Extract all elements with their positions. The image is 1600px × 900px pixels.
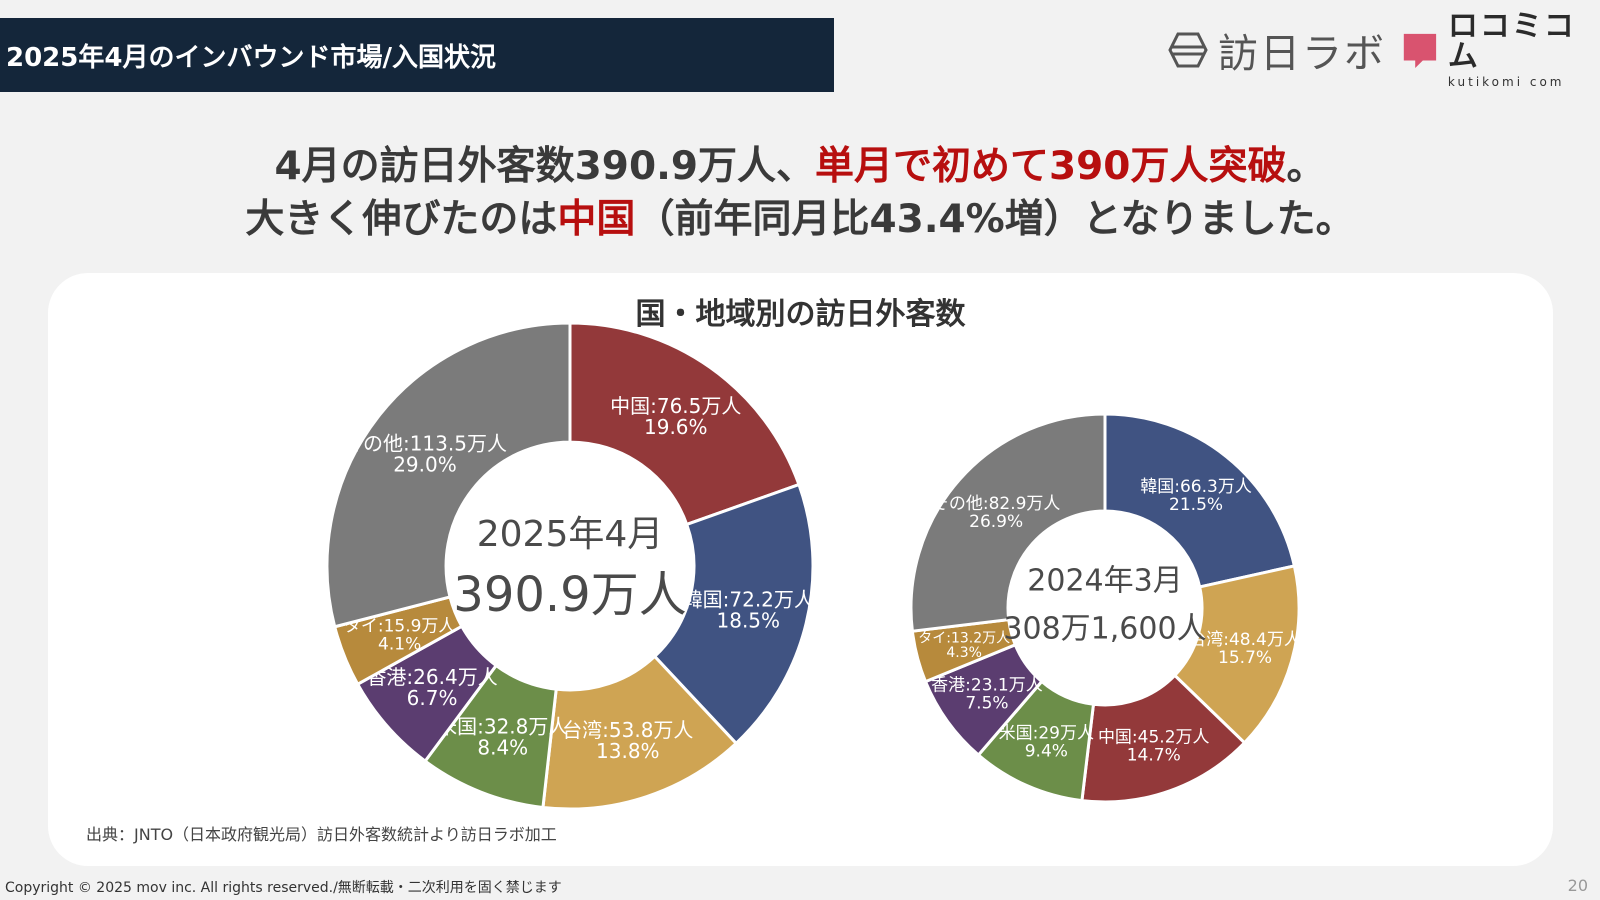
donut-center-period: 2025年4月 xyxy=(477,514,664,555)
headline-line1-highlight: 単月で初めて390万人突破 xyxy=(815,144,1287,189)
donut-slice-韓国 xyxy=(652,482,815,746)
slice-value-label: タイ:15.9万人 xyxy=(344,617,456,637)
donut-slice-台湾 xyxy=(1172,564,1301,745)
slice-percent-label: 15.7% xyxy=(1218,648,1272,668)
slice-percent-label: 7.5% xyxy=(965,693,1008,713)
donut-center-period: 2024年3月 xyxy=(1027,564,1182,599)
donut-center-total: 308万1,600人 xyxy=(1003,612,1206,647)
slice-percent-label: 9.4% xyxy=(1025,741,1068,761)
houjin-lab-name: 訪日ラボ xyxy=(1218,31,1386,77)
slice-percent-label: 19.6% xyxy=(644,415,708,439)
slice-value-label: 中国:76.5万人 xyxy=(610,394,741,418)
slice-percent-label: 18.5% xyxy=(717,608,781,632)
slice-value-label: 米国:32.8万人 xyxy=(437,715,568,739)
donut-slice-中国 xyxy=(568,321,801,527)
donut-slice-中国 xyxy=(1080,673,1247,804)
kuchikomi-en-name: kutikomi com xyxy=(1447,75,1565,89)
kuchikomi-speech-icon xyxy=(1403,33,1437,69)
headline-line2-highlight: 中国 xyxy=(557,197,636,242)
slice-value-label: 台湾:48.4万人 xyxy=(1189,630,1301,650)
slice-value-label: 中国:45.2万人 xyxy=(1098,728,1210,748)
headline-line2-end: （前年同月比43.4%増）となりました。 xyxy=(635,197,1355,242)
headline-line1-text: 4月の訪日外客数390.9万人、 xyxy=(274,144,816,189)
slide-title: 2025年4月のインバウンド市場/入国状況 xyxy=(6,42,496,73)
slice-value-label: タイ:13.2万人 xyxy=(918,631,1010,647)
donut-slice-その他 xyxy=(325,321,572,629)
donut-slice-韓国 xyxy=(1103,412,1297,589)
slice-value-label: 香港:26.4万人 xyxy=(366,665,497,689)
headline: 4月の訪日外客数390.9万人、単月で初めて390万人突破。 大きく伸びたのは中… xyxy=(0,140,1600,246)
page-number: 20 xyxy=(1567,876,1588,895)
header-bar: 2025年4月のインバウンド市場/入国状況 xyxy=(0,18,834,92)
slice-percent-label: 4.1% xyxy=(378,634,421,654)
kuchikomi-jp-name: ロコミコム xyxy=(1447,9,1576,74)
slice-value-label: 米国:29万人 xyxy=(999,724,1094,744)
copyright-footer: Copyright © 2025 mov inc. All rights res… xyxy=(5,880,562,896)
slice-percent-label: 26.9% xyxy=(969,512,1023,532)
headline-line2-text: 大きく伸びたのは xyxy=(245,197,558,242)
kuchikomi-logo: ロコミコム kutikomi com xyxy=(1400,12,1600,88)
slice-value-label: 韓国:66.3万人 xyxy=(1140,477,1252,497)
slice-value-label: 韓国:72.2万人 xyxy=(683,587,814,611)
headline-line-2: 大きく伸びたのは中国（前年同月比43.4%増）となりました。 xyxy=(0,193,1600,246)
slice-percent-label: 8.4% xyxy=(477,736,528,760)
chart-title: 国・地域別の訪日外客数 xyxy=(635,297,966,332)
donut-slice-台湾 xyxy=(541,654,739,811)
slice-value-label: その他:113.5万人 xyxy=(343,432,507,456)
slice-value-label: 台湾:53.8万人 xyxy=(562,718,693,742)
slice-percent-label: 13.8% xyxy=(596,739,660,763)
donut-slice-その他 xyxy=(909,412,1107,633)
chart-card: 国・地域別の訪日外客数 中国:76.5万人 19.6% 韓国:72.2万人 18.5%… xyxy=(48,273,1553,866)
slice-percent-label: 14.7% xyxy=(1127,745,1181,765)
slice-percent-label: 4.3% xyxy=(946,645,982,661)
slice-percent-label: 6.7% xyxy=(407,686,458,710)
source-note: 出典：JNTO（日本政府観光局）訪日外客数統計より訪日ラボ加工 xyxy=(86,825,557,844)
headline-line-1: 4月の訪日外客数390.9万人、単月で初めて390万人突破。 xyxy=(0,140,1600,193)
slice-value-label: その他:82.9万人 xyxy=(932,494,1061,514)
donut-center-total: 390.9万人 xyxy=(453,567,686,623)
slice-percent-label: 29.0% xyxy=(393,453,457,477)
headline-line1-end: 。 xyxy=(1286,144,1326,189)
houjin-lab-logo: 訪日ラボ xyxy=(1168,26,1386,77)
houjin-lab-hex-icon xyxy=(1168,32,1208,68)
slice-percent-label: 21.5% xyxy=(1169,495,1223,515)
slice-value-label: 香港:23.1万人 xyxy=(931,676,1043,696)
